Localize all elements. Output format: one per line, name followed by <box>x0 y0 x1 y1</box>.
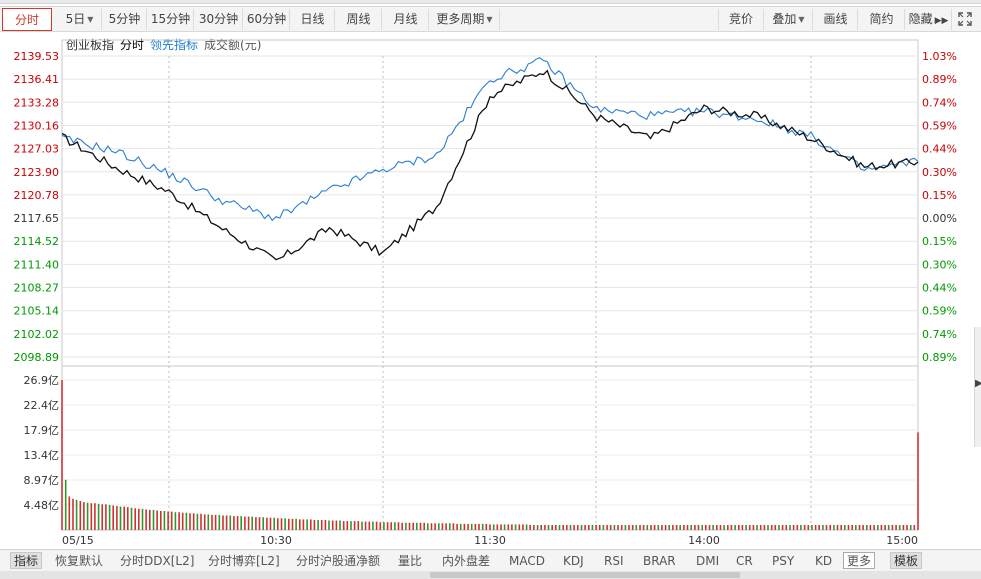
fullscreen-button[interactable] <box>953 9 977 30</box>
price-tick-label: 2114.52 <box>14 235 60 248</box>
indicator-volume-ratio[interactable]: 量比 <box>398 554 423 568</box>
chevron-right-icon[interactable]: ▶ <box>975 378 981 389</box>
chart-frame <box>61 39 919 531</box>
price-tick-label: 2120.78 <box>14 189 60 202</box>
tab-simple[interactable]: 简约 <box>859 9 905 30</box>
indicator-northbound[interactable]: 分时沪股通净额 <box>296 554 381 568</box>
indicator-ddx[interactable]: 分时DDX[L2] <box>120 554 195 568</box>
percent-tick-label: 1.03% <box>922 50 957 63</box>
tab-overlay[interactable]: 叠加 ▼ <box>765 9 813 30</box>
tab-hide-label: 隐藏 <box>908 12 933 26</box>
price-tick-label: 2136.41 <box>14 73 60 86</box>
series-line-lead-indicator <box>61 57 919 222</box>
percent-tick-label: 0.15% <box>922 235 957 248</box>
tab-5min[interactable]: 5分钟 <box>103 9 147 30</box>
time-tick-label: 10:30 <box>260 534 292 547</box>
tab-monthly[interactable]: 月线 <box>383 9 429 30</box>
price-tick-label: 2139.53 <box>14 50 60 63</box>
chevron-down-icon: ▼ <box>486 15 493 24</box>
indicator-kd[interactable]: KD <box>815 554 833 568</box>
indicator-game[interactable]: 分时博弈[L2] <box>208 554 280 568</box>
volume-tick-label: 26.9亿 <box>24 374 60 387</box>
percent-tick-label: 0.59% <box>922 119 957 132</box>
tab-intraday[interactable]: 分时 <box>2 8 52 31</box>
tab-15min[interactable]: 15分钟 <box>148 9 194 30</box>
percent-tick-label: 0.74% <box>922 328 957 341</box>
percent-tick-label: 0.89% <box>922 351 957 364</box>
price-tick-label: 2130.16 <box>14 119 60 132</box>
chevron-down-icon: ▼ <box>87 15 94 24</box>
price-tick-label: 2102.02 <box>14 328 60 341</box>
percent-tick-label: 0.15% <box>922 189 957 202</box>
tab-overlay-label: 叠加 <box>772 12 797 26</box>
percent-tick-label: 0.30% <box>922 258 957 271</box>
indicator-cr[interactable]: CR <box>736 554 753 568</box>
price-tick-label: 2108.27 <box>14 282 60 295</box>
indicator-order-diff[interactable]: 内外盘差 <box>442 554 491 568</box>
percent-tick-label: 0.44% <box>922 282 957 295</box>
tab-more-periods[interactable]: 更多周期 ▼ <box>430 9 500 30</box>
more-indicators-button[interactable]: 更多 <box>843 552 876 569</box>
tab-5day[interactable]: 5日 ▼ <box>58 9 102 30</box>
tab-30min[interactable]: 30分钟 <box>195 9 243 30</box>
indicator-macd[interactable]: MACD <box>509 554 545 568</box>
tab-60min[interactable]: 60分钟 <box>244 9 290 30</box>
indicator-rsi[interactable]: RSI <box>604 554 624 568</box>
legend-volume-label: 成交额(元) <box>204 38 262 52</box>
time-tick-label: 05/15 <box>62 534 94 547</box>
price-tick-label: 2123.90 <box>14 166 60 179</box>
top-strip <box>0 0 981 4</box>
side-panel-handle[interactable] <box>974 327 981 447</box>
template-button[interactable]: 模板 <box>890 552 923 569</box>
series-line-intraday <box>61 69 919 261</box>
legend-index-name: 创业板指 <box>66 38 115 52</box>
legend-lead-indicator[interactable]: 领先指标 <box>150 38 199 52</box>
percent-tick-label: 0.30% <box>922 166 957 179</box>
scrollbar-thumb[interactable] <box>430 572 740 578</box>
period-toolbar: 分时 5日 ▼ 5分钟 15分钟 30分钟 60分钟 日线 周线 月线 更多周期 ▼… <box>0 6 981 32</box>
indicator-bar: 指标 恢复默认 分时DDX[L2] 分时博弈[L2] 分时沪股通净额 量比 内外… <box>0 549 981 571</box>
indicator-menu[interactable]: 指标 <box>10 552 43 569</box>
tab-5day-label: 5日 <box>65 12 86 26</box>
volume-tick-label: 4.48亿 <box>24 499 60 512</box>
tab-daily[interactable]: 日线 <box>291 9 335 30</box>
chart-legend: 创业板指 分时 领先指标 成交额(元) <box>66 36 267 52</box>
indicator-psy[interactable]: PSY <box>772 554 795 568</box>
tab-auction[interactable]: 竞价 <box>718 9 764 30</box>
indicator-brar[interactable]: BRAR <box>643 554 676 568</box>
tab-draw-line[interactable]: 画线 <box>814 9 858 30</box>
percent-tick-label: 0.59% <box>922 305 957 318</box>
double-chevron-right-icon: ▶▶ <box>934 16 949 26</box>
intraday-chart[interactable]: 2139.53 1.03% 2136.41 0.89% 2133.28 0.74% 2130… <box>0 0 981 549</box>
percent-tick-label: 0.00% <box>922 212 957 225</box>
tab-weekly[interactable]: 周线 <box>336 9 382 30</box>
price-tick-label: 2098.89 <box>14 351 60 364</box>
price-tick-label: 2127.03 <box>14 143 60 156</box>
volume-tick-label: 17.9亿 <box>24 424 60 437</box>
price-tick-label: 2117.65 <box>14 212 60 225</box>
tab-more-periods-label: 更多周期 <box>436 12 485 26</box>
time-tick-label: 11:30 <box>474 534 506 547</box>
volume-tick-label: 22.4亿 <box>24 399 60 412</box>
volume-tick-label: 8.97亿 <box>24 474 60 487</box>
percent-tick-label: 0.74% <box>922 96 957 109</box>
price-tick-label: 2133.28 <box>14 96 60 109</box>
time-tick-label: 14:00 <box>688 534 720 547</box>
restore-default[interactable]: 恢复默认 <box>55 554 104 568</box>
fullscreen-icon <box>958 12 972 26</box>
price-tick-label: 2105.14 <box>14 305 60 318</box>
indicator-kdj[interactable]: KDJ <box>563 554 584 568</box>
price-tick-label: 2111.40 <box>14 258 60 271</box>
indicator-dmi[interactable]: DMI <box>696 554 720 568</box>
chevron-down-icon: ▼ <box>798 15 805 24</box>
time-tick-label: 15:00 <box>886 534 918 547</box>
tab-hide[interactable]: 隐藏 ▶▶ <box>906 9 952 30</box>
volume-tick-label: 13.4亿 <box>24 449 60 462</box>
percent-tick-label: 0.89% <box>922 73 957 86</box>
percent-tick-label: 0.44% <box>922 143 957 156</box>
legend-mode: 分时 <box>120 38 145 52</box>
